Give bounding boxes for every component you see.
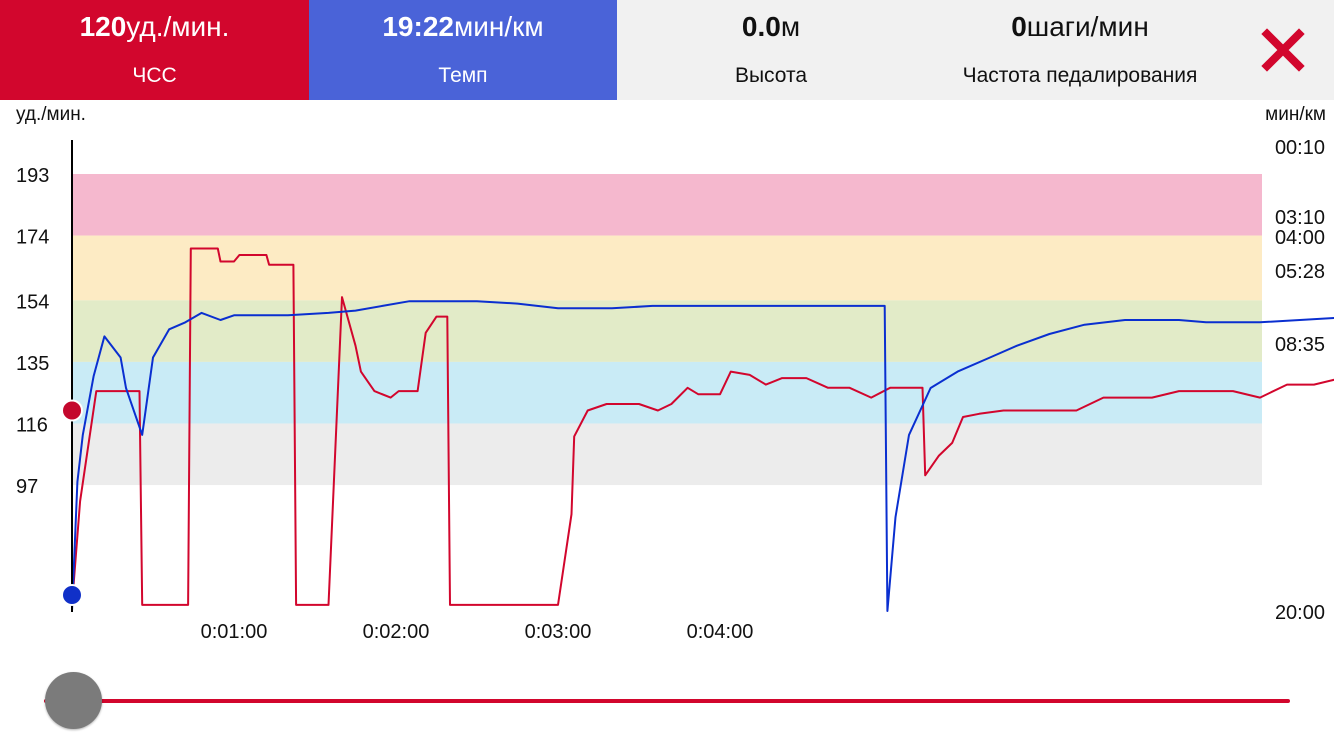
pace-unit: мин/км [453,11,544,42]
hr-zone3-band [72,300,1262,362]
left-tick-label: 154 [16,291,49,313]
x-tick-label: 0:04:00 [687,621,754,643]
altitude-value: 0.0 [741,11,781,42]
cadence-value: 0 [1011,11,1027,42]
slider-track[interactable] [44,699,1290,703]
pace-marker[interactable] [61,584,83,606]
cadence-tile[interactable]: 0шаги/мин Частота педалирования [925,0,1235,100]
metrics-header: 120уд./мин. ЧСС 19:22мин/км Темп 0.0м Вы… [0,0,1334,100]
hr-zone5-band [72,174,1262,236]
pace-tile[interactable]: 19:22мин/км Темп [309,0,617,100]
x-tick-label: 0:03:00 [525,621,592,643]
timeline-slider[interactable] [40,668,1300,734]
x-tick-label: 0:02:00 [363,621,430,643]
heart-rate-unit: уд./мин. [126,11,230,42]
pace-line [71,300,1334,612]
left-tick-label: 174 [16,227,49,249]
slider-thumb[interactable] [45,672,102,729]
x-tick-label: 0:01:00 [201,621,268,643]
right-tick-label: 00:10 [1275,137,1325,159]
hr-zone1-band [72,423,1262,486]
right-tick-label: 03:10 [1275,207,1325,229]
pace-label: Темп [438,64,488,87]
heart-rate-tile[interactable]: 120уд./мин. ЧСС [0,0,309,100]
left-tick-label: 97 [16,476,38,498]
altitude-unit: м [780,11,801,42]
altitude-label: Высота [734,64,808,87]
hr-zone2-band [72,361,1262,424]
right-tick-label: 05:28 [1275,261,1325,283]
close-button[interactable] [1255,22,1311,78]
cadence-unit: шаги/мин [1026,11,1149,42]
left-tick-label: 135 [16,353,49,375]
left-tick-label: 193 [16,165,49,187]
heart-rate-line [71,247,1334,606]
cadence-label: Частота педалирования [962,64,1198,87]
right-tick-label: 04:00 [1275,227,1325,249]
right-axis-title: мин/км [1265,104,1326,125]
altitude-tile[interactable]: 0.0м Высота [617,0,925,100]
heart-rate-label: ЧСС [132,64,177,87]
close-x-icon [1261,28,1305,72]
hr-zone4-band [72,235,1262,301]
pace-value: 19:22 [382,11,454,42]
left-axis-title: уд./мин. [16,104,86,125]
heart-rate-marker[interactable] [61,399,83,422]
heart-rate-value: 120 [79,11,127,42]
left-tick-label: 116 [16,414,48,436]
right-tick-label: 20:00 [1275,602,1325,624]
right-tick-label: 08:35 [1275,334,1325,356]
